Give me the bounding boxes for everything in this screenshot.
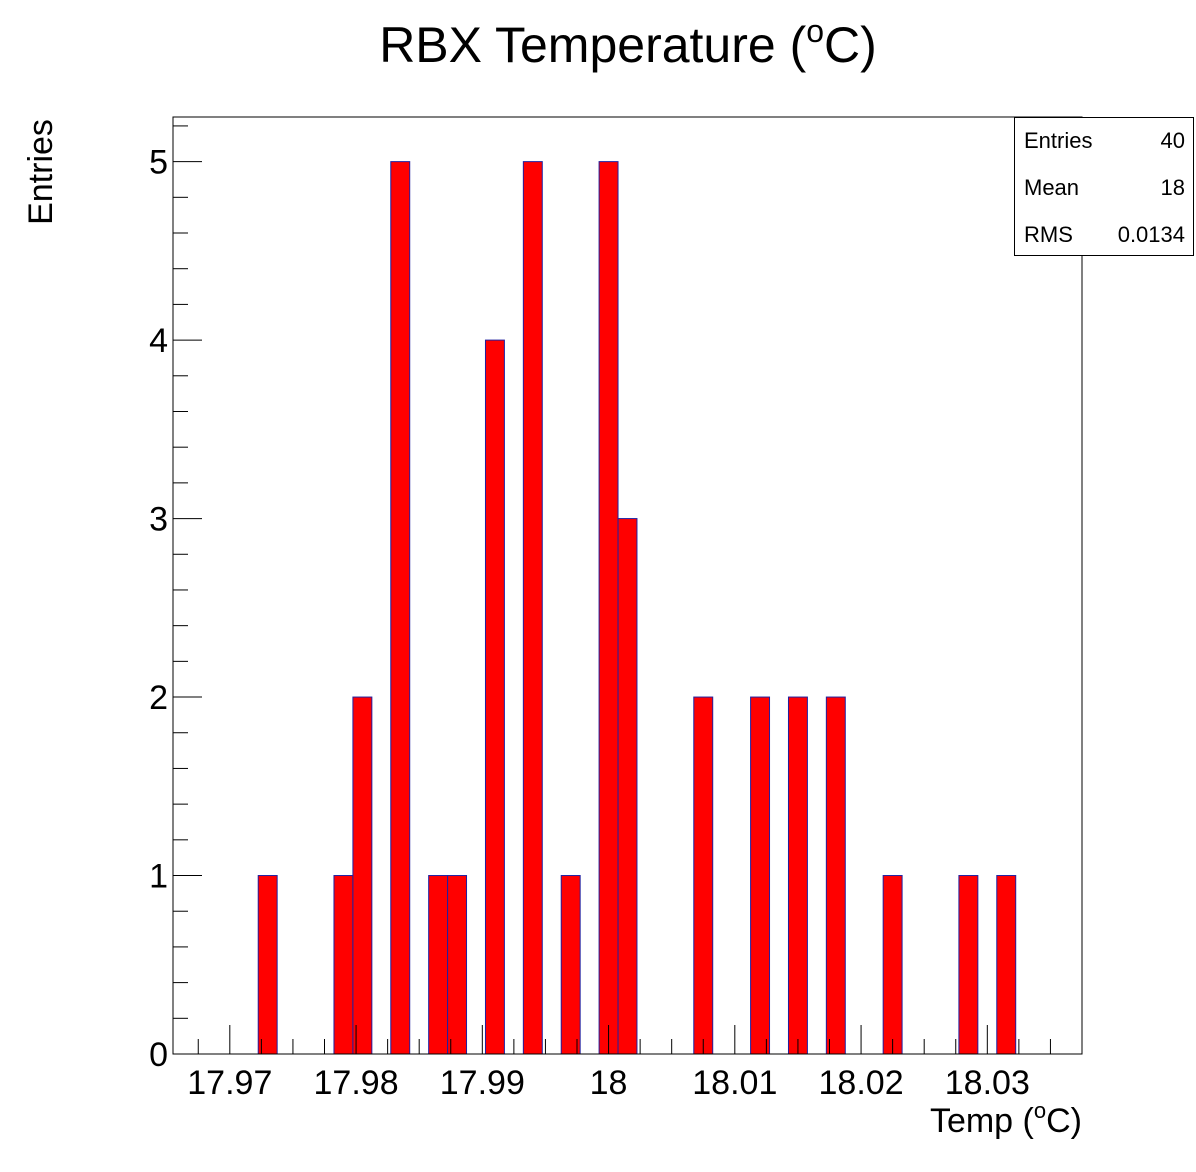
histogram-bar-12 bbox=[750, 696, 771, 1055]
y-tick-label: 4 bbox=[149, 322, 168, 360]
histogram-bar-5 bbox=[447, 875, 468, 1055]
x-tick-label: 17.99 bbox=[440, 1064, 525, 1102]
x-axis-label: Temp (oC) bbox=[930, 1098, 1082, 1140]
x-tick-label: 18.03 bbox=[945, 1064, 1030, 1102]
histogram-bar-0 bbox=[257, 875, 278, 1055]
histogram-bar-4 bbox=[428, 875, 449, 1055]
histogram-bar-3 bbox=[390, 161, 411, 1055]
chart-title: RBX Temperature (oC) bbox=[379, 13, 877, 73]
histogram-bar-15 bbox=[882, 875, 903, 1055]
stats-entries-label: Entries bbox=[1024, 128, 1093, 153]
histogram-bar-16 bbox=[958, 875, 979, 1055]
y-tick-label: 3 bbox=[149, 501, 168, 539]
x-tick-label: 18.02 bbox=[819, 1064, 904, 1102]
x-tick-label: 17.98 bbox=[314, 1064, 399, 1102]
chart-title-main: RBX Temperature ( bbox=[379, 17, 806, 73]
x-tick-label: 17.97 bbox=[187, 1064, 272, 1102]
histogram-bar-9 bbox=[598, 161, 619, 1055]
histogram-bars bbox=[257, 161, 1017, 1055]
histogram-bar-1 bbox=[333, 875, 354, 1055]
stats-row-rms: RMS 0.0134 bbox=[1024, 222, 1185, 252]
y-tick-label: 0 bbox=[149, 1036, 168, 1074]
y-tick-label: 2 bbox=[149, 679, 168, 717]
stats-row-entries: Entries 40 bbox=[1024, 128, 1185, 158]
stats-mean-value: 18 bbox=[1160, 175, 1185, 200]
x-tick-label: 18 bbox=[590, 1064, 628, 1102]
histogram-bar-2 bbox=[352, 696, 373, 1055]
histogram-bar-13 bbox=[787, 696, 808, 1055]
plot-frame bbox=[172, 116, 1083, 1055]
x-axis-label-main: Temp ( bbox=[930, 1102, 1035, 1140]
y-axis-label: Entries bbox=[22, 119, 60, 225]
histogram-bar-7 bbox=[522, 161, 543, 1055]
stats-row-mean: Mean 18 bbox=[1024, 175, 1185, 205]
stats-mean-label: Mean bbox=[1024, 175, 1080, 200]
histogram-bar-8 bbox=[560, 875, 581, 1055]
axes: 0 1 2 3 4 5 17.97 17.98 17.99 18 18.01 18.02 18.03 bbox=[149, 116, 1083, 1102]
y-tick-label: 1 bbox=[149, 858, 168, 896]
histogram-bar-14 bbox=[825, 696, 846, 1055]
stats-entries-value: 40 bbox=[1160, 128, 1185, 153]
stats-rms-value: 0.0134 bbox=[1117, 222, 1185, 247]
histogram-bar-6 bbox=[484, 339, 505, 1055]
x-tick-label: 18.01 bbox=[692, 1064, 777, 1102]
chart-title-sup: o bbox=[806, 13, 824, 49]
histogram-bar-17 bbox=[996, 875, 1017, 1055]
histogram-bar-11 bbox=[693, 696, 714, 1055]
histogram-bar-10 bbox=[617, 518, 638, 1055]
x-axis-label-tail: C) bbox=[1046, 1102, 1082, 1140]
chart-title-tail: C) bbox=[824, 17, 877, 73]
x-axis-label-sup: o bbox=[1034, 1098, 1046, 1123]
stats-rms-label: RMS bbox=[1024, 222, 1073, 247]
stats-box: Entries 40 Mean 18 RMS 0.0134 bbox=[1014, 117, 1194, 256]
y-tick-label: 5 bbox=[149, 144, 168, 182]
